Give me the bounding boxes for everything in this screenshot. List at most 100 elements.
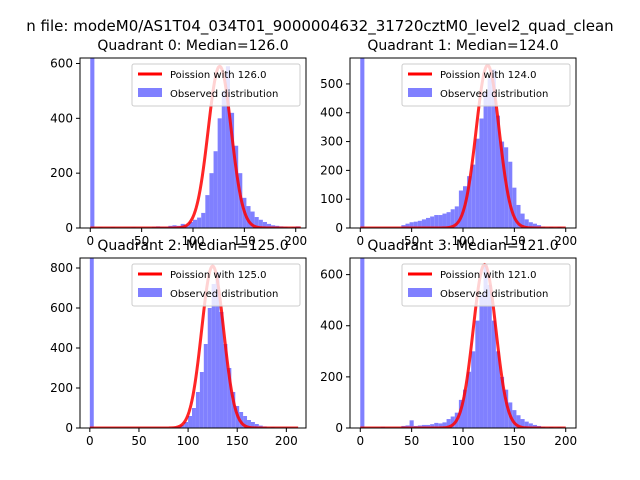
histogram-bar — [231, 392, 236, 428]
x-tick-label: 200 — [275, 434, 298, 448]
histogram-bar — [405, 223, 410, 228]
histogram-bar — [483, 92, 488, 228]
histogram-bar — [243, 416, 248, 428]
histogram-bar — [491, 69, 496, 228]
histogram-bar — [450, 416, 455, 428]
x-tick-label: 50 — [134, 234, 149, 248]
subplots: 0 50 100 150 200 0 200 400 600 Quadrant 0: Median… — [50, 38, 577, 448]
histogram-bar — [532, 424, 537, 428]
subplot-0: 0 50 100 150 200 0 200 400 600 Quadrant 0: Median… — [50, 38, 307, 248]
histogram-bar — [446, 419, 451, 428]
y-tick-label: 600 — [50, 301, 73, 315]
histogram-bar — [504, 389, 509, 428]
legend-label-poisson: Poission with 121.0 — [440, 270, 536, 281]
histogram-bar — [520, 419, 525, 428]
histogram-bar — [203, 344, 208, 428]
histogram-bar — [229, 112, 235, 228]
x-tick-label: 0 — [86, 234, 94, 248]
histogram-bar — [442, 422, 447, 428]
legend-swatch-observed — [408, 288, 432, 297]
histogram-bar — [475, 138, 480, 228]
histogram-bar — [225, 66, 230, 228]
histogram-bar — [193, 219, 198, 228]
histogram-bar — [516, 204, 521, 228]
histogram-bar — [195, 392, 200, 428]
figure-title: n file: modeM0/AS1T04_034T01_9000004632_… — [26, 17, 613, 36]
x-tick-label: 150 — [233, 234, 256, 248]
x-tick-label: 50 — [131, 434, 146, 448]
subplot-3: 0 50 100 150 200 0 200 400 600 Quadrant 3: Median… — [320, 238, 577, 448]
histogram-bar — [188, 221, 193, 228]
histogram-bar — [258, 219, 263, 228]
histogram-bar — [360, 58, 365, 228]
histogram-bar — [250, 422, 255, 428]
histogram-bar — [234, 145, 239, 228]
legend-box — [131, 263, 301, 307]
legend: Poission with 121.0 Observed distribution — [401, 263, 571, 307]
histogram-bar — [450, 209, 455, 228]
histogram-bar — [454, 206, 459, 228]
histogram-bar — [479, 295, 484, 428]
histogram-bar — [199, 372, 204, 428]
y-tick-label: 400 — [320, 106, 343, 120]
histogram-bar — [219, 312, 224, 428]
legend: Poission with 126.0 Observed distribution — [131, 63, 301, 107]
histogram-bar — [430, 424, 435, 428]
x-tick-label: 100 — [182, 234, 205, 248]
histogram-bar — [446, 212, 451, 228]
histogram-bar — [438, 215, 443, 228]
histogram-bar — [211, 284, 216, 428]
x-tick-label: 100 — [452, 234, 475, 248]
histogram-bar — [246, 206, 251, 228]
histogram-bar — [426, 424, 431, 428]
y-tick-label: 400 — [50, 341, 73, 355]
subplot-title: Quadrant 1: Median=124.0 — [367, 38, 558, 54]
y-tick-label: 600 — [50, 56, 73, 70]
histogram-bar — [524, 421, 529, 428]
histogram-bar — [467, 176, 472, 228]
histogram-bar — [421, 424, 427, 428]
histogram-bar — [197, 217, 202, 228]
legend-box — [401, 63, 571, 107]
histogram-bar — [215, 272, 220, 428]
histogram-bar — [421, 219, 427, 228]
y-tick-label: 200 — [320, 370, 343, 384]
histogram-bar — [495, 351, 500, 428]
histogram-bar — [223, 344, 228, 428]
plot-area — [89, 258, 299, 428]
histogram-bar — [528, 423, 533, 428]
histogram-bar — [180, 425, 185, 428]
histogram-bar — [524, 219, 529, 228]
axes-frame — [79, 257, 307, 429]
legend-swatch-observed — [138, 288, 162, 297]
y-tick-label: 200 — [320, 163, 343, 177]
subplot-title: Quadrant 3: Median=121.0 — [367, 238, 558, 254]
histogram-bar — [213, 151, 218, 228]
y-tick-label: 0 — [65, 221, 73, 235]
histogram-bar — [512, 187, 517, 228]
histogram-bar — [512, 410, 517, 428]
subplot-title: Quadrant 0: Median=126.0 — [97, 38, 288, 54]
x-tick-label: 0 — [86, 434, 94, 448]
legend-label-poisson: Poission with 125.0 — [170, 270, 266, 281]
x-tick-label: 200 — [284, 234, 307, 248]
histogram-bar — [528, 222, 533, 228]
legend: Poission with 125.0 Observed distribution — [131, 263, 301, 307]
x-tick-label: 100 — [177, 434, 200, 448]
histogram-bar — [417, 220, 422, 228]
histogram-bar — [475, 320, 480, 428]
histogram-bar — [201, 212, 206, 228]
y-tick-label: 600 — [320, 268, 343, 282]
histogram-bar — [221, 90, 226, 228]
y-tick-label: 0 — [335, 221, 343, 235]
x-tick-label: 150 — [503, 234, 526, 248]
histogram-bar — [463, 389, 468, 428]
y-tick-label: 0 — [335, 421, 343, 435]
subplot-2: 0 50 100 150 200 0 200 400 600 800 Quadrant 2: Med… — [50, 238, 307, 448]
histogram-bar — [409, 222, 414, 228]
histogram-bar — [184, 422, 189, 428]
histogram-bar — [487, 78, 492, 228]
histogram-bar — [254, 217, 259, 228]
x-tick-label: 200 — [554, 434, 577, 448]
